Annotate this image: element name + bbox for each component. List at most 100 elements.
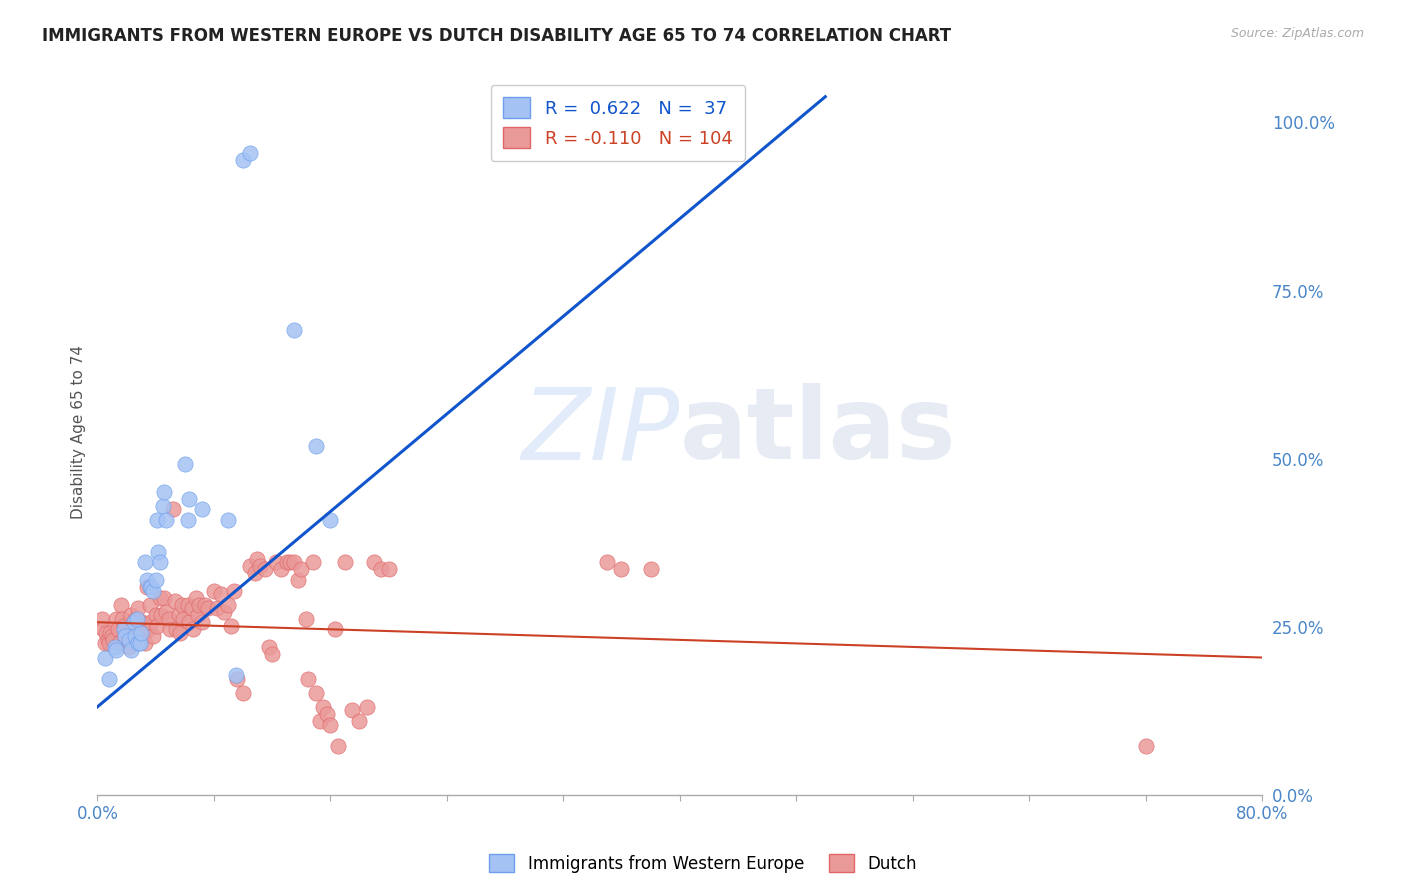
- Point: [142, 629, 165, 643]
- Point: [221, 619, 243, 633]
- Text: Source: ZipAtlas.com: Source: ZipAtlas.com: [1230, 27, 1364, 40]
- Point: [319, 717, 342, 731]
- Point: [127, 636, 149, 650]
- Point: [363, 555, 385, 569]
- Point: [377, 562, 399, 576]
- Point: [139, 598, 162, 612]
- Point: [157, 612, 180, 626]
- Point: [217, 513, 239, 527]
- Point: [253, 562, 276, 576]
- Point: [155, 605, 177, 619]
- Point: [260, 647, 283, 661]
- Point: [105, 643, 128, 657]
- Point: [131, 615, 153, 630]
- Point: [187, 608, 209, 623]
- Point: [112, 622, 135, 636]
- Point: [232, 686, 254, 700]
- Point: [136, 622, 159, 636]
- Point: [129, 632, 152, 647]
- Point: [243, 566, 266, 580]
- Legend: Immigrants from Western Europe, Dutch: Immigrants from Western Europe, Dutch: [482, 847, 924, 880]
- Point: [104, 640, 127, 654]
- Point: [163, 594, 186, 608]
- Point: [100, 625, 122, 640]
- Point: [145, 573, 167, 587]
- Point: [94, 625, 117, 640]
- Point: [149, 591, 172, 605]
- Point: [142, 583, 165, 598]
- Point: [135, 573, 157, 587]
- Text: ZIP: ZIP: [522, 384, 679, 480]
- Point: [118, 640, 141, 654]
- Point: [91, 622, 114, 636]
- Point: [107, 622, 129, 636]
- Point: [120, 643, 142, 657]
- Point: [146, 513, 169, 527]
- Point: [128, 615, 150, 630]
- Point: [224, 583, 246, 598]
- Point: [312, 699, 335, 714]
- Point: [181, 601, 204, 615]
- Point: [120, 608, 142, 623]
- Point: [172, 612, 194, 626]
- Point: [96, 632, 118, 647]
- Point: [290, 562, 312, 576]
- Text: atlas: atlas: [679, 384, 956, 480]
- Point: [128, 636, 150, 650]
- Point: [278, 555, 301, 569]
- Point: [108, 636, 131, 650]
- Point: [239, 146, 262, 161]
- Point: [301, 555, 323, 569]
- Point: [118, 632, 141, 647]
- Y-axis label: Disability Age 65 to 74: Disability Age 65 to 74: [72, 345, 86, 519]
- Point: [135, 580, 157, 594]
- Point: [370, 562, 392, 576]
- Point: [150, 608, 173, 623]
- Point: [323, 622, 346, 636]
- Point: [270, 562, 292, 576]
- Point: [134, 636, 156, 650]
- Point: [153, 484, 176, 499]
- Point: [93, 650, 115, 665]
- Text: IMMIGRANTS FROM WESTERN EUROPE VS DUTCH DISABILITY AGE 65 TO 74 CORRELATION CHAR: IMMIGRANTS FROM WESTERN EUROPE VS DUTCH …: [42, 27, 952, 45]
- Point: [110, 598, 132, 612]
- Point: [114, 629, 136, 643]
- Point: [177, 491, 200, 506]
- Point: [209, 587, 232, 601]
- Point: [112, 619, 135, 633]
- Point: [141, 615, 163, 630]
- Point: [167, 608, 190, 623]
- Point: [125, 612, 148, 626]
- Point: [610, 562, 633, 576]
- Point: [257, 640, 280, 654]
- Legend: R =  0.622   N =  37, R = -0.110   N = 104: R = 0.622 N = 37, R = -0.110 N = 104: [491, 85, 745, 161]
- Point: [162, 502, 184, 516]
- Point: [115, 622, 138, 636]
- Point: [283, 555, 305, 569]
- Point: [155, 513, 177, 527]
- Point: [111, 612, 134, 626]
- Point: [217, 598, 239, 612]
- Point: [266, 555, 288, 569]
- Point: [316, 706, 339, 721]
- Point: [127, 601, 149, 615]
- Point: [287, 573, 309, 587]
- Point: [121, 622, 143, 636]
- Point: [173, 457, 195, 471]
- Point: [186, 591, 208, 605]
- Point: [194, 598, 217, 612]
- Point: [305, 686, 328, 700]
- Point: [309, 714, 332, 728]
- Point: [640, 562, 662, 576]
- Point: [159, 622, 181, 636]
- Point: [93, 636, 115, 650]
- Point: [212, 605, 235, 619]
- Point: [356, 699, 378, 714]
- Point: [122, 632, 145, 647]
- Point: [152, 499, 174, 513]
- Point: [98, 672, 121, 686]
- Point: [305, 439, 328, 453]
- Point: [205, 601, 228, 615]
- Point: [202, 583, 225, 598]
- Point: [134, 555, 156, 569]
